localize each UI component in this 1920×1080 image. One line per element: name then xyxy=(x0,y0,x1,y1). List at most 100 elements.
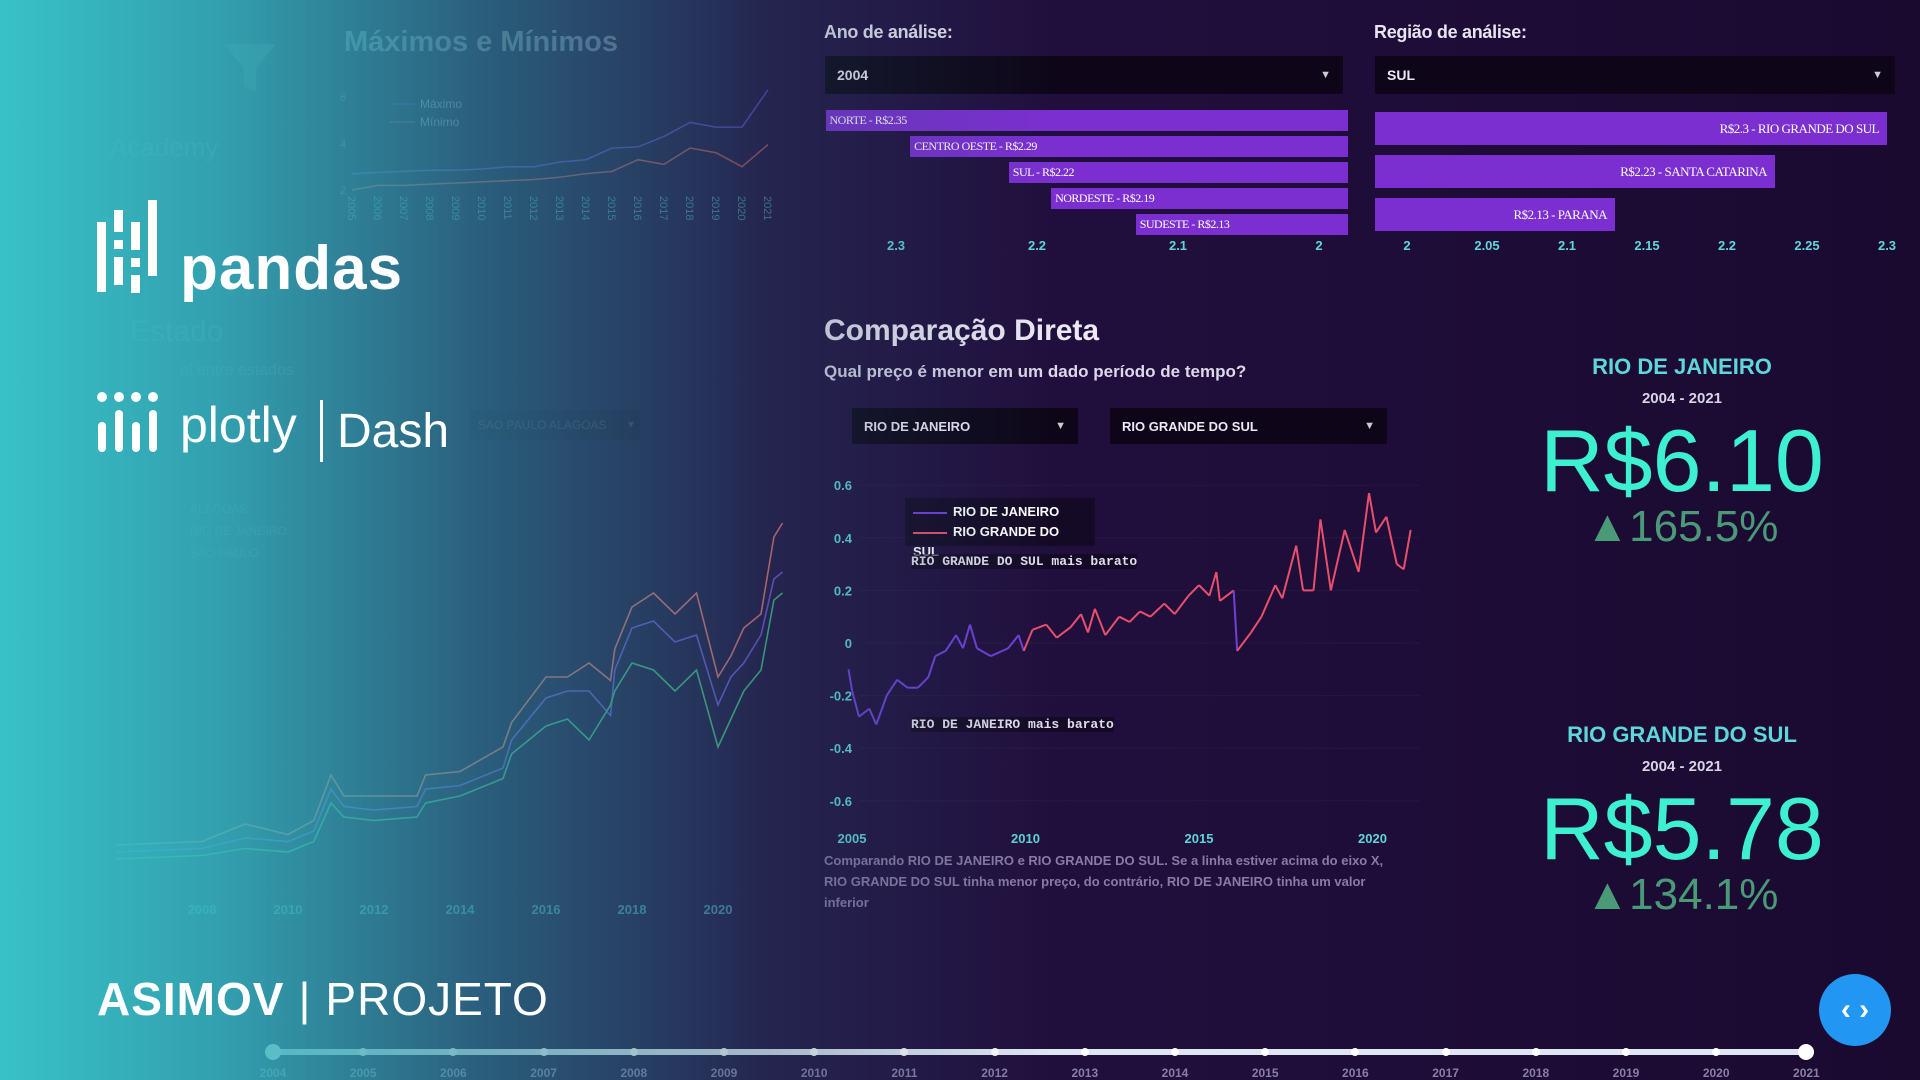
slider-year-label: 2021 xyxy=(1793,1066,1820,1080)
series-segment xyxy=(1032,623,1047,631)
x-tick-label: 2.1 xyxy=(1168,238,1188,253)
series-segment xyxy=(1396,563,1405,571)
slider-handle[interactable] xyxy=(1798,1044,1815,1060)
series-segment xyxy=(1232,590,1239,651)
code-toggle-button[interactable]: ‹ › xyxy=(1819,974,1891,1046)
x-tick-label: 2020 xyxy=(704,902,733,917)
slider-year-label: 2013 xyxy=(1071,1066,1099,1080)
x-tick-label: 2005 xyxy=(838,831,867,846)
legend-swatch xyxy=(913,531,947,534)
projeto-text: PROJETO xyxy=(325,973,549,1025)
slider-year-label: 2015 xyxy=(1251,1066,1279,1080)
series-segment xyxy=(1045,623,1058,639)
series-segment xyxy=(851,690,860,717)
series-segment xyxy=(962,624,971,649)
slider-year-label: 2018 xyxy=(1522,1066,1550,1080)
state-bar: R$2.23 - SANTA CATARINA xyxy=(1375,155,1775,188)
series-segment xyxy=(1069,613,1082,628)
slider-tick xyxy=(1080,1048,1089,1056)
series-segment xyxy=(1149,602,1165,618)
x-tick-label: 2018 xyxy=(618,902,647,917)
series-segment xyxy=(969,624,978,649)
x-tick-label: 2.1 xyxy=(1557,238,1577,253)
region-bar: CENTRO OESTE - R$2.29 xyxy=(910,136,1348,157)
series-segment xyxy=(896,679,909,689)
x-tick-label: 2.05 xyxy=(1474,238,1500,253)
slider-tick xyxy=(720,1048,728,1056)
x-tick-label: 2 xyxy=(1315,238,1323,253)
slider-handle[interactable] xyxy=(265,1044,281,1060)
x-tick-label: 2.2 xyxy=(1717,238,1737,253)
x-tick-label: 2016 xyxy=(532,902,561,917)
x-tick-label: 2008 xyxy=(188,902,217,917)
x-tick-label: 2012 xyxy=(360,902,389,917)
series-segment xyxy=(1093,608,1107,636)
slider-year-label: 2007 xyxy=(530,1066,557,1080)
series-segment xyxy=(1236,631,1252,652)
series-segment xyxy=(1080,613,1089,633)
kpi-price: R$6.10 xyxy=(1540,411,1824,510)
kpi-period: 2004 - 2021 xyxy=(1641,758,1723,775)
slider-year-label: 2006 xyxy=(440,1066,467,1080)
slider-year-label: 2017 xyxy=(1432,1066,1459,1080)
comparison-caption: Comparando RIO DE JANEIRO e RIO GRANDE D… xyxy=(824,853,1384,910)
state-bar: R$2.13 - PARANA xyxy=(1375,198,1615,231)
kpi-state: RIO GRANDE DO SUL xyxy=(1567,722,1797,747)
slider-year-label: 2010 xyxy=(800,1066,828,1080)
dash-logo-text: Dash xyxy=(337,405,450,458)
slider-year-label: 2011 xyxy=(891,1066,918,1080)
x-tick-label: 2015 xyxy=(1185,831,1214,846)
x-tick-label: 2 xyxy=(1403,238,1411,253)
brand-divider: | xyxy=(298,973,312,1025)
region-bar: SUL - R$2.22 xyxy=(1008,162,1348,183)
legend-swatch xyxy=(913,511,947,514)
series-segment xyxy=(1368,492,1377,533)
year-range-slider-track[interactable] xyxy=(273,1049,1807,1055)
legend-item: RIO DE JANEIRO xyxy=(913,502,1087,522)
slider-year-label: 2014 xyxy=(1161,1066,1189,1080)
x-tick-label: 2010 xyxy=(1011,831,1040,846)
series-segment xyxy=(1163,602,1176,615)
y-tick-label: -0.6 xyxy=(830,794,852,809)
series-segment xyxy=(885,679,898,697)
comparison-legend: RIO DE JANEIRO RIO GRANDE DO SUL xyxy=(905,498,1095,559)
asimov-text: ASIMOV xyxy=(97,973,285,1025)
slider-tick xyxy=(1441,1048,1450,1056)
series-segment xyxy=(875,695,888,725)
slider-year-label: 2005 xyxy=(349,1066,377,1080)
series-segment xyxy=(1260,584,1277,618)
series-segment xyxy=(1343,529,1360,573)
x-tick-label: 2.2 xyxy=(1027,238,1047,253)
y-tick-label: -0.2 xyxy=(830,689,852,704)
x-tick-label: 2.3 xyxy=(886,238,906,253)
series-segment xyxy=(858,707,870,718)
asimov-brand: ASIMOV | PROJETO xyxy=(97,972,549,1026)
series-segment xyxy=(1056,626,1072,639)
plotly-logo-text: plotly xyxy=(180,397,297,453)
slider-tick xyxy=(539,1048,548,1056)
slider-year-label: 2016 xyxy=(1342,1066,1369,1080)
x-tick-label: 2014 xyxy=(446,902,476,917)
slider-year-label: 2012 xyxy=(981,1066,1008,1080)
kpi-price: R$5.78 xyxy=(1540,779,1824,878)
x-tick-label: 2010 xyxy=(274,902,303,917)
slider-year-label: 2009 xyxy=(710,1066,738,1080)
kpi-period: 2004 - 2021 xyxy=(1641,390,1723,407)
series-segment xyxy=(1375,516,1388,534)
series-segment xyxy=(1118,615,1131,623)
series-segment xyxy=(1128,610,1141,623)
annotation-rj-cheaper: RIO DE JANEIRO mais barato xyxy=(911,717,1114,732)
series-segment xyxy=(1139,610,1151,618)
slider-year-label: 2019 xyxy=(1612,1066,1640,1080)
series-segment xyxy=(1402,529,1412,570)
y-tick-label: 0 xyxy=(845,636,852,651)
slider-year-label: 2004 xyxy=(259,1066,287,1080)
series-segment xyxy=(1022,629,1034,652)
series-segment xyxy=(1087,608,1096,633)
region-dropdown[interactable]: SUL ▼ xyxy=(1375,56,1895,94)
series-segment xyxy=(1104,616,1120,636)
kpi-card-rj: RIO DE JANEIRO 2004 - 2021 R$6.10 ▲165.5… xyxy=(1442,354,1920,549)
slider-tick xyxy=(1171,1048,1179,1056)
series-segment xyxy=(847,669,853,691)
y-tick-label: 0.2 xyxy=(834,583,852,598)
